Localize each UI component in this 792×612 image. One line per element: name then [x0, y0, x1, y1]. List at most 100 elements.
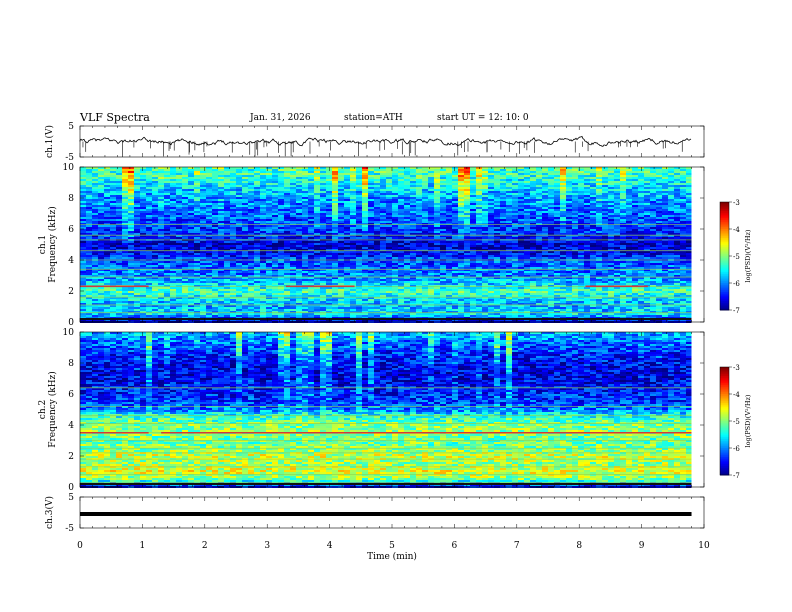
spectrogram-cell: [200, 185, 206, 187]
spectrogram-cell: [110, 173, 116, 175]
spectrogram-cell: [452, 201, 458, 203]
spectrogram-cell: [290, 255, 296, 257]
spectrogram-cell: [80, 251, 86, 253]
spectrogram-cell: [518, 189, 524, 191]
spectrogram-cell: [278, 243, 284, 245]
spectrogram-cell: [272, 207, 278, 209]
spectrogram-cell: [338, 241, 344, 243]
spectrogram-cell: [668, 199, 674, 201]
spectrogram-cell: [440, 219, 446, 221]
spectrogram-cell: [326, 181, 332, 183]
spectrogram-cell: [584, 233, 590, 235]
spectrogram-cell: [518, 255, 524, 257]
spectrogram-cell: [560, 219, 566, 221]
spectrogram-cell: [452, 183, 458, 185]
spectrogram-cell: [458, 221, 464, 223]
spectrogram-cell: [494, 253, 500, 255]
spectrogram-cell: [326, 251, 332, 253]
spectrogram-cell: [344, 247, 350, 249]
spectrogram-cell: [260, 227, 266, 229]
spectrogram-cell: [266, 189, 272, 191]
spectrogram-cell: [614, 247, 620, 249]
spectrogram-cell: [392, 255, 398, 257]
spectrogram-cell: [434, 243, 440, 245]
spectrogram-cell: [134, 225, 140, 227]
spectrogram-cell: [230, 209, 236, 211]
spectrogram-cell: [434, 209, 440, 211]
spectrogram-cell: [554, 257, 560, 259]
spectrogram-cell: [440, 187, 446, 189]
spectrogram-cell: [404, 247, 410, 249]
spectrogram-cell: [530, 199, 536, 201]
spectrogram-cell: [326, 231, 332, 233]
spectrogram-cell: [254, 213, 260, 215]
spectrogram-cell: [656, 183, 662, 185]
spectrogram-cell: [260, 211, 266, 213]
spectrogram-cell: [272, 209, 278, 211]
spectrogram-cell: [662, 225, 668, 227]
spectrogram-cell: [302, 187, 308, 189]
spectrogram-cell: [368, 201, 374, 203]
spectrogram-cell: [446, 221, 452, 223]
spectrogram-cell: [506, 213, 512, 215]
spectrogram-cell: [476, 219, 482, 221]
spectrogram-cell: [524, 253, 530, 255]
spectrogram-cell: [116, 185, 122, 187]
spectrogram-cell: [80, 209, 86, 211]
spectrogram-cell: [560, 169, 566, 171]
spectrogram-cell: [140, 201, 146, 203]
spectrogram-cell: [650, 175, 656, 177]
spectrogram-cell: [128, 173, 134, 175]
spectrogram-cell: [86, 211, 92, 213]
spectrogram-cell: [266, 179, 272, 181]
spectrogram-cell: [560, 193, 566, 195]
spectrogram-cell: [212, 167, 218, 169]
spectrogram-cell: [218, 229, 224, 231]
spectrogram-cell: [686, 213, 692, 215]
spectrogram-cell: [626, 247, 632, 249]
spectrogram-cell: [362, 255, 368, 257]
spectrogram-cell: [452, 175, 458, 177]
spectrogram-cell: [518, 215, 524, 217]
spectrogram-cell: [512, 253, 518, 255]
spectrogram-cell: [590, 217, 596, 219]
spectrogram-cell: [128, 209, 134, 211]
spectrogram-cell: [110, 191, 116, 193]
spectrogram-cell: [158, 191, 164, 193]
spectrogram-cell: [320, 233, 326, 235]
spectrogram-cell: [134, 211, 140, 213]
spectrogram-cell: [488, 203, 494, 205]
spectrogram-cell: [146, 177, 152, 179]
spectrogram-cell: [110, 215, 116, 217]
spectrogram-cell: [284, 175, 290, 177]
spectrogram-cell: [608, 171, 614, 173]
spectrogram-cell: [80, 187, 86, 189]
spectrogram-cell: [158, 211, 164, 213]
spectrogram-cell: [668, 167, 674, 169]
spectrogram-cell: [560, 253, 566, 255]
spectrogram-cell: [446, 187, 452, 189]
spectrogram-cell: [236, 215, 242, 217]
spectrogram-cell: [440, 249, 446, 251]
spectrogram-cell: [170, 231, 176, 233]
spectrogram-cell: [374, 179, 380, 181]
spectrogram-cell: [284, 199, 290, 201]
spectrogram-cell: [332, 235, 338, 237]
spectrogram-cell: [344, 205, 350, 207]
spectrogram-cell: [608, 191, 614, 193]
spectrogram-cell: [230, 235, 236, 237]
spectrogram-cell: [170, 227, 176, 229]
spectrogram-cell: [194, 173, 200, 175]
spectrogram-cell: [332, 227, 338, 229]
spectrogram-cell: [170, 195, 176, 197]
spectrogram-cell: [656, 253, 662, 255]
spectrogram-cell: [110, 243, 116, 245]
spectrogram-cell: [632, 199, 638, 201]
spectrogram-cell: [566, 249, 572, 251]
spectrogram-cell: [128, 237, 134, 239]
spectrogram-cell: [254, 197, 260, 199]
spectrogram-cell: [86, 235, 92, 237]
spectrogram-cell: [554, 201, 560, 203]
spectrogram-cell: [230, 207, 236, 209]
spectrogram-cell: [344, 193, 350, 195]
